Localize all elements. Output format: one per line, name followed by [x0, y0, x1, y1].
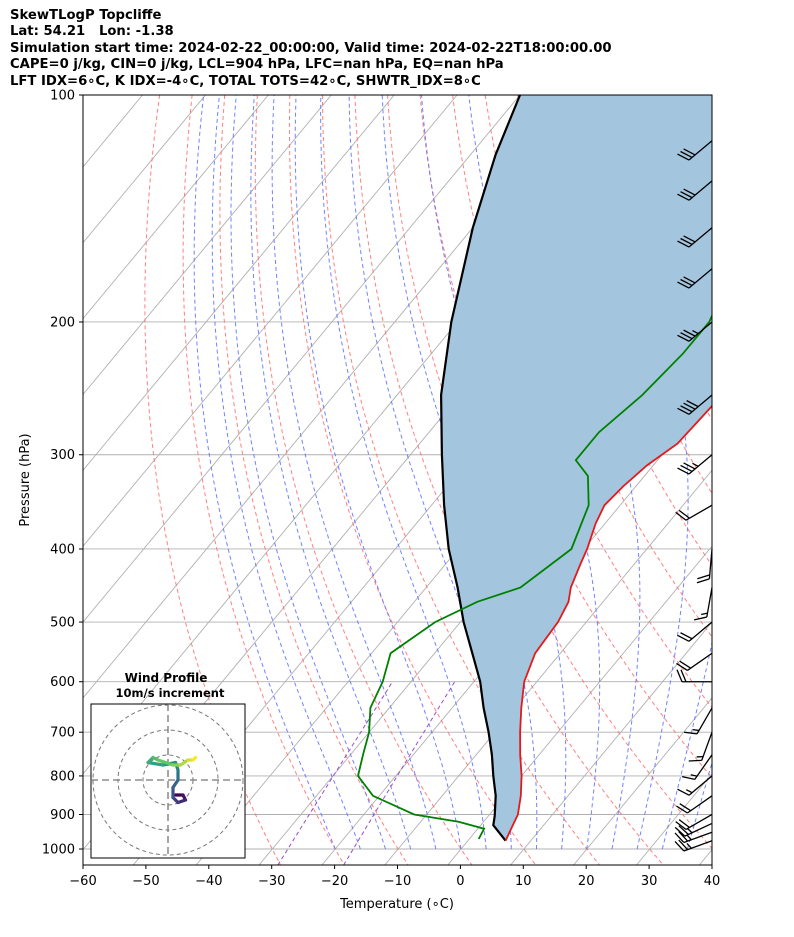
x-tick-label: −30: [258, 874, 285, 889]
dewpoint-profile-line: [357, 313, 712, 840]
wind-barb: [676, 795, 713, 814]
moist-adiabat: [193, 95, 336, 850]
y-tick-label: 300: [50, 448, 75, 463]
hodograph-segment: [146, 760, 165, 767]
cape-shading: [441, 95, 712, 841]
isotherm-line: [321, 393, 712, 865]
hodograph-title: Wind Profile: [125, 671, 208, 685]
y-tick-label: 1000: [42, 843, 75, 858]
x-axis: −60 −50 −40 −30 −20 −10 0 10 20 30 40: [69, 865, 720, 889]
y-tick-label: 400: [50, 542, 75, 557]
y-axis-label: Pressure (hPa): [18, 433, 33, 526]
isotherm-line: [83, 95, 332, 396]
isotherm-line: [83, 95, 521, 623]
isotherm-line: [699, 849, 712, 865]
dry-adiabat: [778, 95, 794, 865]
x-tick-label: −40: [195, 874, 222, 889]
y-axis: 100 200 300 400 500 600 700 800 900 1000: [42, 89, 83, 858]
moist-adiabat: [526, 95, 641, 850]
isotherm-line: [83, 95, 269, 320]
moist-adiabat: [250, 95, 412, 850]
wind-barb: [676, 669, 712, 683]
moist-adiabat: [294, 95, 462, 850]
dry-adiabat: [419, 95, 712, 779]
isotherm-line: [447, 545, 712, 865]
y-tick-label: 200: [50, 315, 75, 330]
wind-barb: [677, 394, 713, 415]
dry-adiabat: [219, 95, 409, 865]
chart-header: SkewTLogP Topcliffe Lat: 54.21 Lon: -1.3…: [10, 8, 612, 90]
wind-barb: [693, 587, 713, 621]
isotherm-line: [83, 95, 458, 547]
dry-adiabat: [321, 95, 600, 865]
cape-line: CAPE=0 j/kg, CIN=0 j/kg, LCL=904 hPa, LF…: [10, 57, 504, 73]
profiles: [357, 95, 712, 842]
wind-barb: [677, 775, 713, 796]
x-tick-label: −10: [384, 874, 411, 889]
mixing-ratio-line: [343, 681, 456, 865]
moist-adiabat: [230, 95, 386, 850]
location-line: Lat: 54.21 Lon: -1.38: [10, 24, 174, 40]
dry-adiabat: [144, 95, 281, 865]
x-tick-label: 30: [641, 874, 658, 889]
x-axis-label: Temperature (∘C): [339, 897, 454, 912]
wind-barb: [677, 227, 713, 248]
wind-barb: [677, 268, 713, 289]
wind-barb: [681, 754, 713, 781]
time-line: Simulation start time: 2024-02-22_00:00:…: [10, 40, 612, 56]
chart-title: SkewTLogP Topcliffe: [10, 8, 162, 23]
isotherm-line: [573, 697, 712, 865]
mixing-ratio-line: [277, 681, 393, 865]
wind-barb: [688, 731, 713, 762]
wind-barb: [677, 621, 713, 642]
wind-barb: [674, 839, 713, 852]
cin-shade-area: [441, 95, 712, 841]
isotherm-line: [83, 95, 206, 244]
wind-barb: [677, 321, 713, 342]
index-line: LFT IDX=6∘C, K IDX=-4∘C, TOTAL TOTS=42∘C…: [10, 73, 481, 89]
hodograph-segment: [191, 755, 198, 762]
moist-adiabat: [271, 95, 437, 850]
dry-adiabat: [254, 95, 473, 865]
wind-barb: [677, 180, 713, 201]
y-tick-label: 100: [50, 89, 75, 104]
hodograph-subtitle: 10m/s increment: [116, 686, 225, 700]
isotherm-line: [510, 621, 712, 865]
wind-barb: [675, 504, 713, 521]
wind-barb: [674, 831, 713, 844]
x-tick-label: 0: [456, 874, 464, 889]
x-tick-label: −50: [132, 874, 159, 889]
x-tick-label: 10: [515, 874, 532, 889]
dry-adiabat: [746, 95, 794, 865]
wind-barb: [677, 454, 713, 475]
y-tick-label: 800: [50, 769, 75, 784]
x-tick-label: 20: [578, 874, 595, 889]
x-tick-label: 40: [704, 874, 721, 889]
wind-barb: [675, 813, 713, 831]
parcel-profile-line: [439, 95, 522, 842]
y-tick-label: 600: [50, 675, 75, 690]
wind-barb: [674, 822, 713, 837]
y-tick-label: 900: [50, 808, 75, 823]
y-tick-label: 500: [50, 616, 75, 631]
isotherm-line: [83, 95, 395, 472]
wind-barb: [677, 140, 713, 161]
dry-adiabat: [713, 95, 794, 865]
x-tick-label: −60: [69, 874, 96, 889]
temperature-profile-line: [504, 404, 712, 842]
hodograph-segment: [156, 758, 175, 767]
y-tick-label: 700: [50, 726, 75, 741]
hodograph-inset: Wind Profile 10m/s increment: [90, 671, 246, 859]
dry-adiabat: [182, 95, 345, 865]
moist-adiabat: [211, 95, 361, 850]
wind-barb: [684, 707, 713, 735]
wind-barbs: [674, 140, 713, 852]
x-tick-label: −20: [321, 874, 348, 889]
wind-barb: [676, 652, 713, 671]
